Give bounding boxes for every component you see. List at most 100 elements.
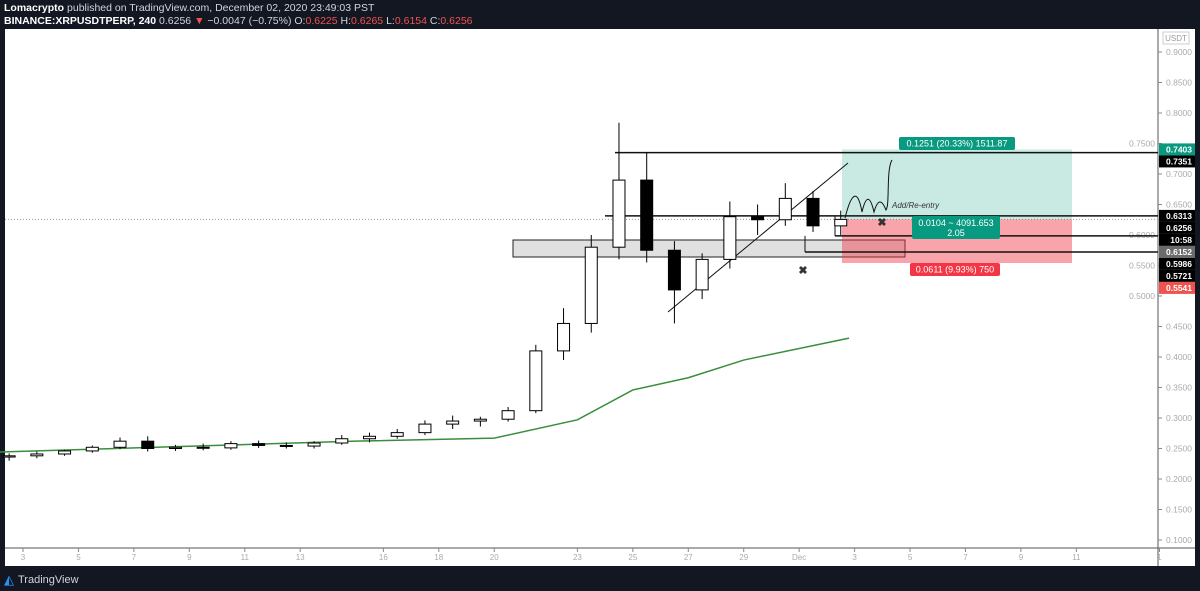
price-axis-label: 10:58 — [1170, 235, 1192, 245]
target-label: 0.1251 (20.33%) 1511.87 — [907, 139, 1008, 149]
x-tick-label: 11 — [1072, 553, 1081, 562]
x-tick-label: 27 — [684, 553, 693, 562]
open-label: O: — [294, 15, 306, 27]
y-tick-label: 0.1500 — [1166, 505, 1192, 515]
price-axis-label: 0.6256 — [1166, 223, 1192, 233]
down-arrow-icon: ▼ — [194, 15, 205, 27]
price-label-bg — [1159, 269, 1195, 282]
candle-body — [30, 453, 44, 457]
y-tick-label: 0.2000 — [1166, 474, 1192, 484]
risk-reward-label: 0.0104 ~ 4091.653 — [918, 218, 993, 228]
x-tick-label: 9 — [187, 553, 192, 562]
y-tick-label: 0.1000 — [1166, 535, 1192, 545]
x-tick-label: 23 — [573, 553, 582, 562]
candle-body — [640, 179, 654, 251]
x-marker-icon: ✖ — [877, 217, 886, 229]
y-tick-label: 0.5500 — [1129, 261, 1155, 271]
x-tick-label: 1 — [1157, 553, 1162, 562]
candle-body — [307, 442, 321, 447]
x-tick-label: Dec — [792, 553, 806, 562]
candle-body — [723, 216, 737, 260]
candle-body — [335, 438, 349, 444]
candle-body — [363, 435, 376, 440]
candle-body — [141, 440, 155, 449]
price-axis-label: 0.6313 — [1166, 211, 1192, 221]
x-tick-label: 16 — [379, 553, 388, 562]
price-label-bg — [1159, 245, 1195, 258]
candle-body — [2, 455, 16, 458]
y-tick-label: 0.3000 — [1166, 413, 1192, 423]
candle-body — [473, 418, 487, 422]
candle-body — [279, 444, 293, 447]
y-tick-label: 0.4000 — [1166, 352, 1192, 362]
stop-label: 0.0611 (9.93%) 750 — [916, 265, 994, 275]
moving-average-line — [0, 337, 850, 453]
x-tick-label: 29 — [739, 553, 748, 562]
candle-body — [695, 258, 709, 291]
x-marker-icon: ✖ — [798, 265, 807, 277]
projection-path — [844, 159, 893, 219]
price-label-bg — [1159, 209, 1195, 222]
price-label-bg — [1159, 257, 1195, 270]
candle-body — [557, 322, 571, 352]
candle-body — [501, 410, 515, 420]
x-tick-label: 11 — [241, 553, 250, 562]
x-tick-label: 3 — [21, 553, 26, 562]
high-label: H: — [340, 15, 352, 27]
candle-body — [446, 420, 460, 425]
candle-body — [168, 446, 182, 449]
y-tick-label: 0.2500 — [1166, 444, 1192, 454]
candle-body — [252, 443, 266, 446]
low-value: 0.6154 — [394, 15, 427, 27]
x-tick-label: 7 — [963, 553, 968, 562]
candle-body — [778, 197, 792, 221]
x-tick-label: 18 — [434, 553, 443, 562]
annotation-text: Add/Re-entry — [891, 201, 940, 210]
y-tick-label: 0.9000 — [1166, 47, 1192, 57]
brand-name: TradingView — [18, 574, 79, 586]
candle-body — [584, 246, 598, 324]
candle-body — [418, 423, 432, 434]
price-axis-label: 0.5721 — [1166, 271, 1192, 281]
currency-label: USDT — [1165, 34, 1187, 43]
price-axis-label: 0.7403 — [1166, 144, 1192, 154]
target-label-bg — [899, 137, 1015, 150]
candle-body — [85, 446, 99, 452]
y-tick-label: 0.6000 — [1129, 230, 1155, 240]
x-tick-label: 9 — [1019, 553, 1024, 562]
author: Lomacrypto — [4, 2, 65, 14]
price-label-bg — [1159, 221, 1195, 234]
last-price: 0.6256 — [159, 15, 192, 27]
candle-body — [806, 197, 820, 227]
x-tick-label: 5 — [76, 553, 81, 562]
y-tick-label: 0.3500 — [1166, 383, 1192, 393]
risk-reward-label-bg — [912, 216, 1000, 239]
x-tick-label: 5 — [908, 553, 913, 562]
x-tick-label: 7 — [132, 553, 137, 562]
candle-body — [529, 350, 543, 412]
candle-body — [196, 446, 210, 449]
open-value: 0.6225 — [305, 15, 338, 27]
y-tick-label: 0.5000 — [1129, 291, 1155, 301]
stop-label-bg — [910, 263, 1000, 276]
price-label-bg — [1159, 281, 1195, 294]
currency-box — [1162, 31, 1190, 45]
tradingview-logo: ◭ TradingView — [4, 572, 79, 588]
price-axis-label: 0.6152 — [1166, 247, 1192, 257]
close-label: C: — [429, 15, 441, 27]
price-label-bg — [1159, 155, 1195, 168]
chart-background — [5, 29, 1195, 566]
high-value: 0.6265 — [351, 15, 384, 27]
publish-date: published on TradingView.com, December 0… — [67, 2, 375, 14]
symbol-info: BINANCE:XRPUSDTPERP, 240 0.6256 ▼ −0.004… — [4, 15, 473, 27]
y-tick-label: 0.8000 — [1166, 108, 1192, 118]
candle-body — [390, 432, 404, 437]
x-tick-label: 13 — [296, 553, 305, 562]
candle-body — [612, 179, 626, 248]
candle-body — [667, 249, 681, 291]
price-label-bg — [1159, 233, 1195, 246]
y-tick-label: 0.8500 — [1166, 78, 1192, 88]
price-axis-label: 0.7351 — [1166, 156, 1192, 166]
price-label-bg — [1159, 143, 1195, 156]
